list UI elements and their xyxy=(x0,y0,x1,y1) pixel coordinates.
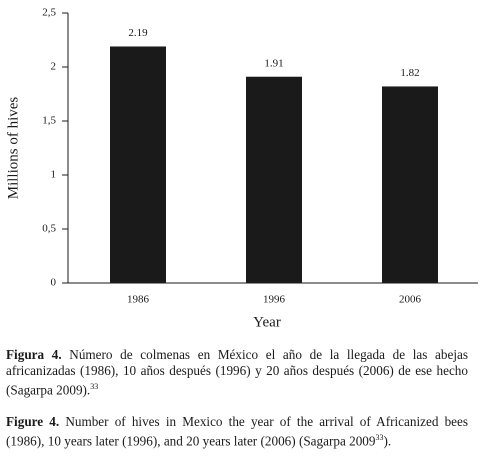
caption-es: Figura 4. Número de colmenas en México e… xyxy=(6,347,468,398)
y-tick-label: 1,5 xyxy=(42,115,56,127)
caption-ref: 33 xyxy=(90,382,99,391)
caption-text: Number of hives in Mexico the year of th… xyxy=(6,414,468,449)
caption-label: Figure 4. xyxy=(6,414,60,429)
y-tick-label: 0,5 xyxy=(42,223,56,235)
x-tick-label: 2006 xyxy=(399,294,422,306)
bar xyxy=(382,86,438,283)
caption-en: Figure 4. Number of hives in Mexico the … xyxy=(6,414,468,449)
chart: Millions of hives Year 0 0,5 1 1,5 2 2,5 1986 2… xyxy=(5,7,478,330)
caption-text: Número de colmenas en México el año de l… xyxy=(6,347,468,398)
x-tick-label: 1996 xyxy=(263,294,286,306)
data-label: 1.91 xyxy=(264,57,283,69)
x-tick-label: 1986 xyxy=(127,294,150,306)
caption-label: Figura 4. xyxy=(6,347,62,362)
y-tick-label: 2,5 xyxy=(42,7,56,19)
y-axis-label: Millions of hives xyxy=(5,97,21,200)
y-tick-label: 2 xyxy=(51,61,57,73)
y-tick-label: 0 xyxy=(51,277,57,289)
data-label: 2.19 xyxy=(128,27,148,39)
data-label: 1.82 xyxy=(400,67,419,79)
bar xyxy=(246,76,302,283)
x-axis-label: Year xyxy=(253,314,281,330)
y-tick-label: 1 xyxy=(51,169,57,181)
bar xyxy=(110,46,166,284)
caption-ref: 33 xyxy=(375,433,384,442)
caption-tail: ). xyxy=(383,433,392,449)
